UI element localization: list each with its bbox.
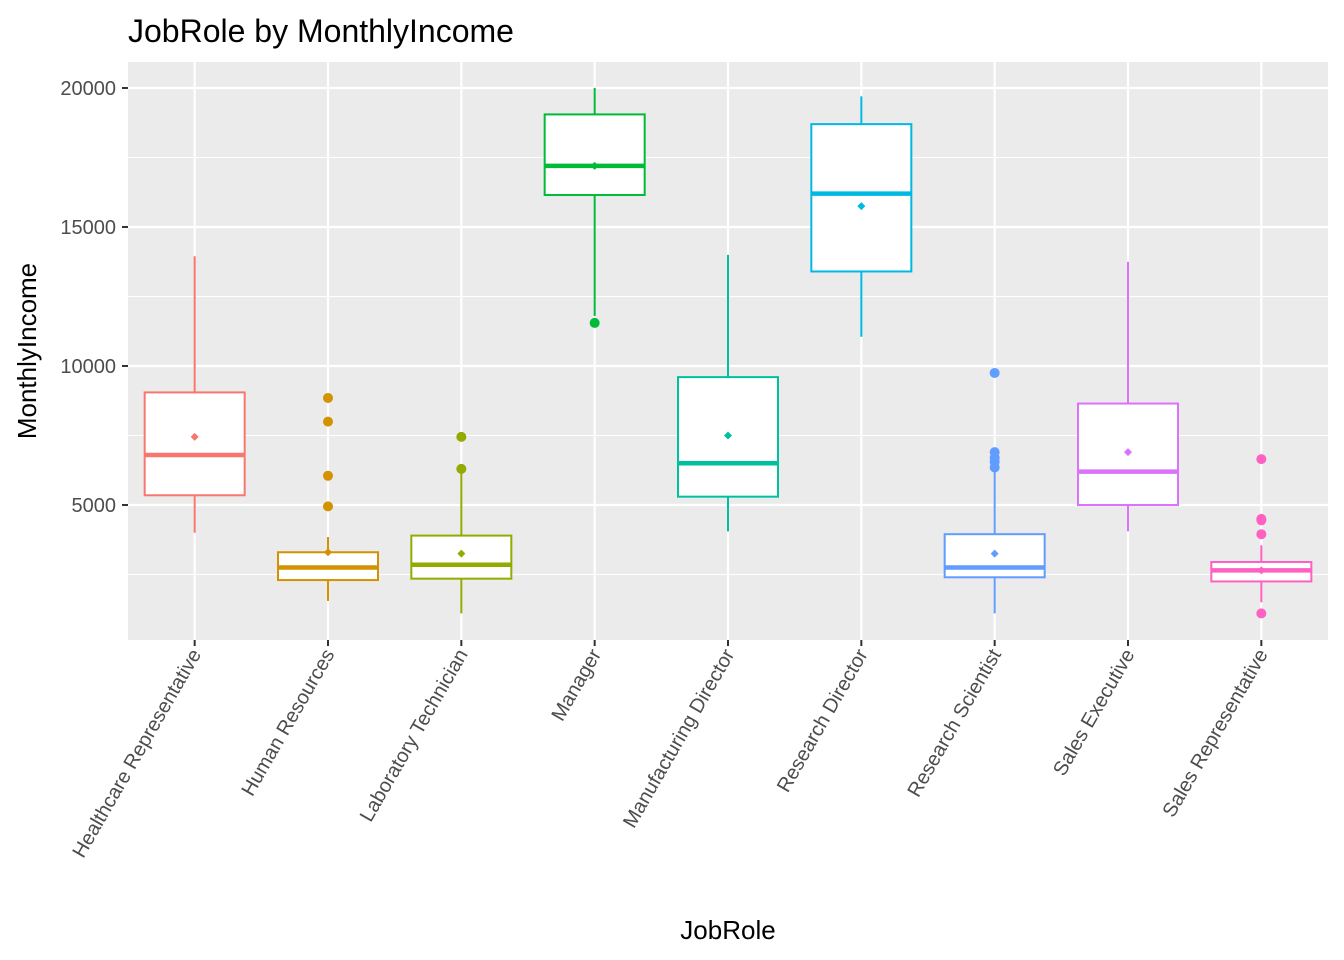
mean-marker <box>590 161 599 170</box>
outlier-point <box>323 392 333 403</box>
outlier-point <box>323 501 333 512</box>
x-axis-title: JobRole <box>680 915 775 945</box>
box-human-resources <box>277 392 379 601</box>
outlier-point <box>456 463 467 474</box>
mean-marker <box>457 549 466 558</box>
outlier-point <box>456 431 467 442</box>
box-iqr <box>810 123 913 273</box>
x-tick-label: Sales Representative <box>1159 646 1273 822</box>
box-sales-executive <box>1077 261 1179 532</box>
box-research-director <box>810 96 913 337</box>
x-tick-label: Manager <box>547 645 606 725</box>
y-axis-title: MonthlyIncome <box>12 263 42 439</box>
box-healthcare-representative <box>143 256 246 533</box>
x-axis-ticks: Healthcare Representative Human Resources… <box>69 640 1273 862</box>
outlier-point <box>1256 454 1267 465</box>
mean-marker <box>1257 566 1266 575</box>
box-sales-representative <box>1210 454 1313 619</box>
boxes-layer <box>143 88 1313 619</box>
outlier-point <box>589 317 600 328</box>
outlier-point <box>323 416 333 427</box>
x-tick-label: Laboratory Technician <box>356 646 473 826</box>
y-axis-ticks: 5000 10000 15000 20000 <box>60 78 128 517</box>
x-tick-label: Human Resources <box>237 646 339 800</box>
x-tick-label: Manufacturing Director <box>619 645 739 831</box>
x-tick-label: Healthcare Representative <box>69 646 206 862</box>
mean-marker <box>1124 448 1132 457</box>
mean-marker <box>857 202 866 211</box>
box-manager <box>543 88 646 328</box>
mean-marker <box>324 548 332 557</box>
mean-marker <box>190 432 199 441</box>
box-iqr <box>543 113 646 197</box>
box-manufacturing-director <box>677 254 779 532</box>
outlier-point <box>1256 513 1267 524</box>
box-iqr <box>143 391 246 497</box>
outlier-point <box>1256 608 1267 619</box>
x-tick-label: Research Director <box>773 645 873 796</box>
outlier-point <box>989 447 1000 458</box>
y-tick-label: 10000 <box>60 356 116 378</box>
outlier-point <box>1256 529 1267 540</box>
outlier-point <box>989 367 1000 378</box>
mean-marker <box>990 549 999 558</box>
x-tick-label: Sales Executive <box>1049 646 1139 780</box>
chart-title: JobRole by MonthlyIncome <box>128 13 514 49</box>
x-tick-label: Research Scientist <box>904 645 1007 801</box>
box-laboratory-technician <box>410 431 513 614</box>
y-tick-label: 15000 <box>60 217 116 239</box>
box-research-scientist <box>943 367 1046 614</box>
y-tick-label: 5000 <box>72 495 117 517</box>
outlier-point <box>323 470 333 481</box>
mean-marker <box>724 431 732 440</box>
y-tick-label: 20000 <box>60 78 116 100</box>
